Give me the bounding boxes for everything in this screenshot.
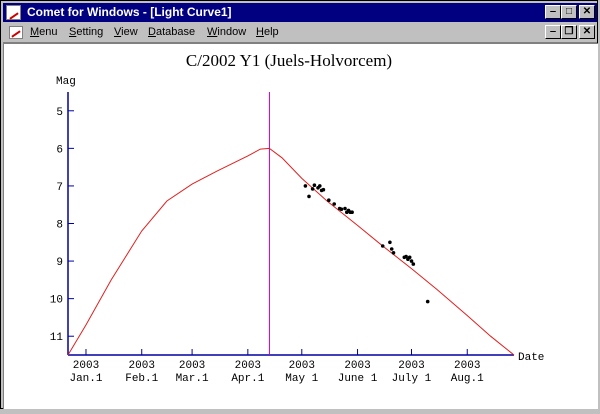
menu-database-label: atabase [155, 26, 196, 38]
light-curve-chart: C/2002 Y1 (Juels-Holvorcem) Mag Date 5 6 7… [50, 51, 545, 385]
observation-point [307, 194, 311, 199]
title-bar[interactable]: Comet for Windows - [Light Curve1] ‒ □ ✕ [3, 3, 597, 22]
doc-close-button[interactable]: ✕ [579, 25, 595, 39]
menu-setting[interactable]: Setting [69, 26, 103, 38]
maximize-button[interactable]: □ [561, 5, 577, 19]
light-curve-view: C/2002 Y1 (Juels-Holvorcem) Mag Date 5 6 7… [3, 43, 598, 409]
y-tick-label: 9 [56, 257, 63, 269]
observation-point [409, 259, 414, 263]
menu-view-mnemonic: V [114, 26, 122, 38]
menu-window[interactable]: Window [207, 26, 246, 38]
x-tick-year: 2003 [129, 360, 155, 372]
menu-window-label: indow [217, 26, 247, 38]
menu-setting-mnemonic: S [69, 26, 77, 38]
x-tick-label: Feb.1 [125, 373, 158, 385]
observation-point [411, 262, 416, 266]
menu-menu[interactable]: Menu [30, 26, 58, 38]
minimize-button[interactable]: ‒ [545, 5, 561, 19]
menu-database-mnemonic: D [148, 26, 156, 38]
minimize-icon: ‒ [550, 6, 556, 17]
close-button[interactable]: ✕ [579, 5, 595, 19]
y-tick-label: 7 [56, 182, 63, 194]
x-tick-label: Jan.1 [69, 373, 102, 385]
menu-help-mnemonic: H [256, 26, 264, 38]
menu-bar: Menu Setting View Database Window Help ‒… [3, 23, 597, 43]
y-axis-label: Mag [56, 76, 76, 88]
x-tick-year: 2003 [235, 360, 261, 372]
x-tick-label: Apr.1 [231, 373, 264, 385]
x-tick-year: 2003 [344, 360, 370, 372]
document-icon[interactable] [9, 26, 23, 39]
menu-setting-label: etting [76, 26, 104, 38]
observation-point [339, 207, 344, 211]
x-tick-year: 2003 [73, 360, 99, 372]
x-tick-label: May 1 [285, 373, 318, 385]
menu-menu-label: enu [39, 26, 58, 38]
observation-point [318, 184, 322, 188]
x-tick-year: 2003 [398, 360, 424, 372]
minimize-icon: ‒ [550, 26, 556, 37]
y-tick-label: 8 [56, 220, 63, 232]
restore-icon: ❐ [564, 26, 574, 37]
x-axis-label: Date [518, 352, 544, 364]
observation-point [388, 240, 392, 245]
y-axis-ticks: 5 6 7 8 9 10 11 [50, 107, 74, 344]
y-tick-label: 5 [56, 107, 63, 119]
observation-point [310, 187, 315, 191]
comet-app-icon[interactable] [6, 5, 21, 20]
close-icon: ✕ [582, 6, 592, 17]
observation-point [321, 187, 326, 192]
observation-point [332, 202, 337, 206]
observation-point [380, 244, 385, 248]
doc-restore-button[interactable]: ❐ [561, 25, 577, 39]
y-tick-label: 11 [50, 332, 64, 344]
menu-view-label: iew [121, 26, 138, 38]
menu-help[interactable]: Help [256, 26, 279, 38]
observation-point [404, 254, 408, 259]
predicted-magnitude-curve [67, 147, 515, 356]
menu-view[interactable]: View [114, 26, 138, 38]
close-icon: ✕ [582, 26, 592, 37]
observation-point [343, 206, 347, 211]
menu-window-mnemonic: W [207, 26, 218, 38]
y-tick-label: 6 [56, 144, 63, 156]
x-tick-label: Aug.1 [451, 373, 484, 385]
y-tick-label: 10 [50, 295, 63, 307]
window-title: Comet for Windows - [Light Curve1] [27, 5, 232, 19]
x-tick-year: 2003 [454, 360, 480, 372]
x-tick-year: 2003 [289, 360, 315, 372]
observation-points [303, 183, 430, 304]
x-tick-label: June 1 [338, 373, 378, 385]
maximize-icon: □ [565, 6, 573, 17]
observation-point [391, 251, 396, 255]
menu-menu-mnemonic: M [30, 26, 40, 38]
x-axis-ticks: 2003Jan.12003Feb.12003Mar.12003Apr.12003… [69, 349, 484, 385]
menu-database[interactable]: Database [148, 26, 195, 38]
x-tick-label: Mar.1 [176, 373, 209, 385]
observation-point [407, 255, 412, 260]
observation-point [312, 183, 317, 187]
x-tick-label: July 1 [392, 373, 432, 385]
observation-point [389, 247, 394, 251]
menu-help-label: elp [263, 26, 279, 38]
observation-point [327, 198, 331, 202]
observation-point [303, 184, 308, 188]
observation-point [425, 299, 430, 304]
doc-minimize-button[interactable]: ‒ [545, 25, 561, 39]
observation-point [350, 210, 354, 214]
x-tick-year: 2003 [179, 360, 205, 372]
chart-series [67, 92, 515, 356]
chart-axes [67, 92, 514, 356]
chart-title: C/2002 Y1 (Juels-Holvorcem) [186, 51, 392, 70]
